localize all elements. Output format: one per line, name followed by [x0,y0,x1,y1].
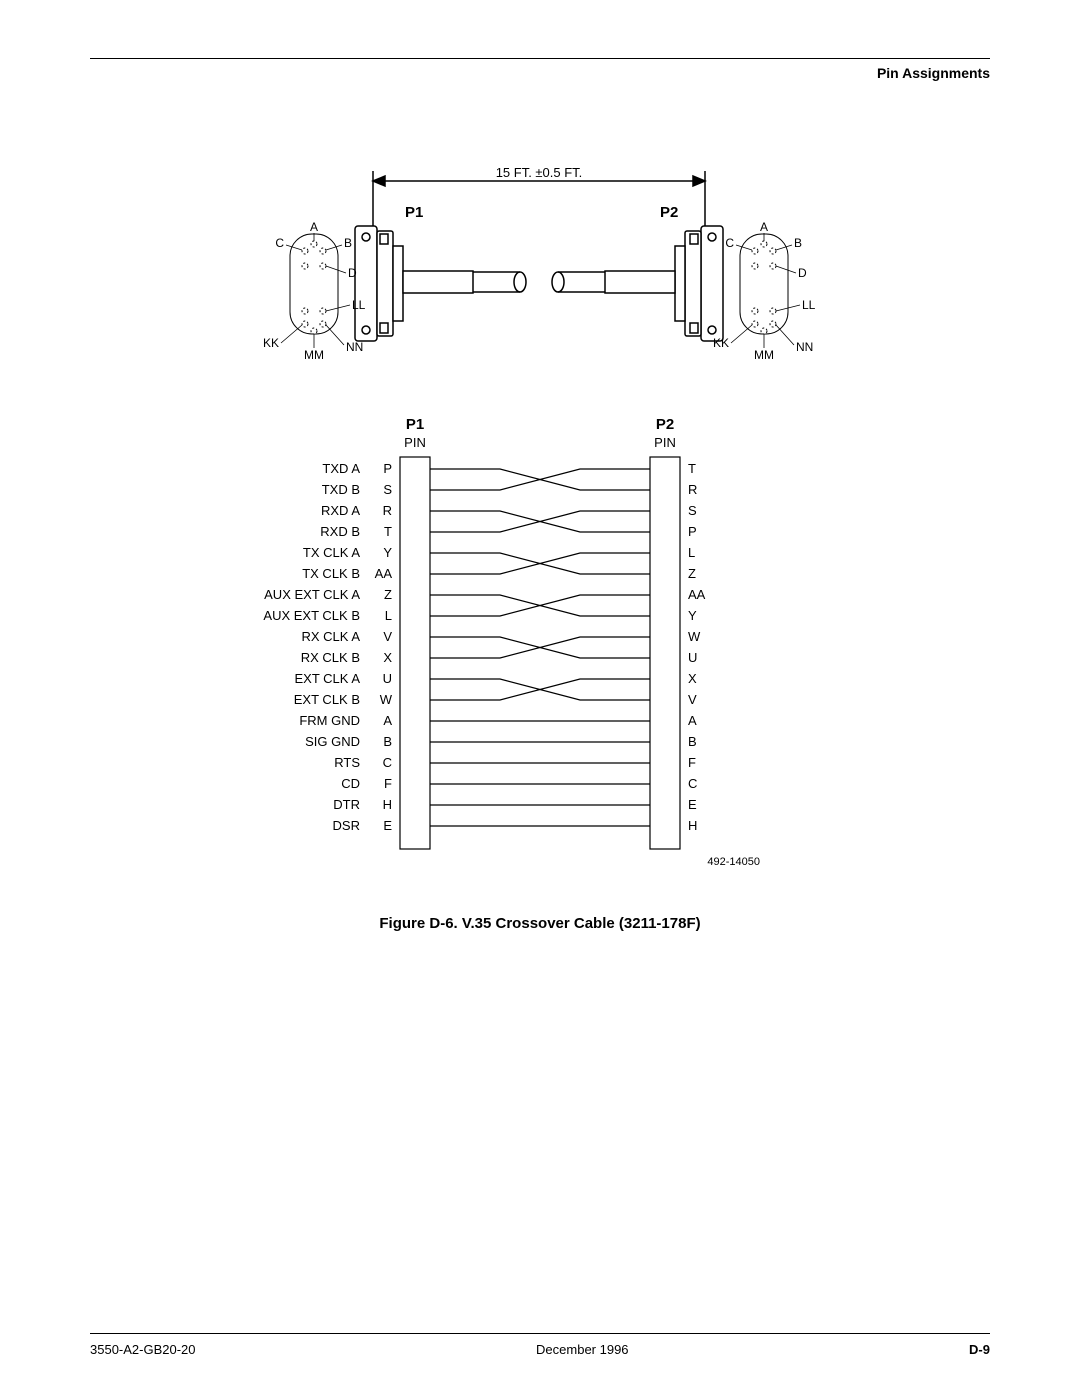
svg-text:TX CLK B: TX CLK B [302,566,360,581]
figure-caption: Figure D-6. V.35 Crossover Cable (3211-1… [90,915,990,932]
svg-text:R: R [688,482,697,497]
svg-text:H: H [383,797,392,812]
svg-text:A: A [760,220,768,234]
svg-text:C: C [275,236,284,250]
svg-text:X: X [383,650,392,665]
svg-text:D: D [798,266,807,280]
svg-text:Z: Z [384,587,392,602]
svg-text:D: D [348,266,357,280]
svg-text:Y: Y [383,545,392,560]
svg-text:Y: Y [688,608,697,623]
svg-text:KK: KK [713,336,729,350]
p1-label: P1 [405,204,423,221]
svg-text:Z: Z [688,566,696,581]
svg-text:EXT CLK B: EXT CLK B [294,692,360,707]
footer-center: December 1996 [536,1342,629,1357]
svg-text:S: S [383,482,392,497]
svg-text:SIG GND: SIG GND [305,734,360,749]
svg-text:U: U [383,671,392,686]
header-title: Pin Assignments [90,65,990,81]
svg-text:E: E [688,797,697,812]
svg-text:MM: MM [304,348,324,362]
svg-text:P2: P2 [656,416,674,433]
svg-text:TXD A: TXD A [322,461,360,476]
footer-rule [90,1333,990,1342]
svg-text:NN: NN [346,340,363,354]
svg-text:P: P [688,524,697,539]
svg-text:KK: KK [263,336,279,350]
svg-text:RXD B: RXD B [320,524,360,539]
svg-text:T: T [384,524,392,539]
svg-text:PIN: PIN [404,435,426,450]
svg-text:LL: LL [802,298,816,312]
svg-text:AA: AA [688,587,706,602]
figure-area: 15 FT. ±0.5 FT. P1 P2 [90,151,990,932]
pinout-diagram: P1P2PINPINTXD APTTXD BSRRXD ARSRXD BTPTX… [260,411,820,875]
p2-label: P2 [660,204,678,221]
svg-text:A: A [310,220,318,234]
cable-drawing: 15 FT. ±0.5 FT. P1 P2 [180,151,900,371]
svg-text:W: W [380,692,393,707]
svg-text:RTS: RTS [334,755,360,770]
svg-text:L: L [688,545,695,560]
svg-text:DTR: DTR [333,797,360,812]
svg-text:TXD B: TXD B [322,482,360,497]
svg-text:C: C [688,776,697,791]
svg-text:CD: CD [341,776,360,791]
svg-text:X: X [688,671,697,686]
pinface-p2 [740,234,788,334]
svg-text:W: W [688,629,701,644]
svg-text:F: F [384,776,392,791]
svg-text:AUX EXT CLK B: AUX EXT CLK B [263,608,360,623]
svg-text:V: V [688,692,697,707]
svg-text:RXD A: RXD A [321,503,360,518]
svg-text:H: H [688,818,697,833]
svg-text:L: L [385,608,392,623]
svg-text:NN: NN [796,340,813,354]
header-rule [90,50,990,59]
svg-text:TX CLK A: TX CLK A [303,545,360,560]
svg-text:AUX EXT CLK A: AUX EXT CLK A [264,587,360,602]
svg-text:PIN: PIN [654,435,676,450]
svg-text:U: U [688,650,697,665]
svg-text:V: V [383,629,392,644]
pinface-p1 [290,234,338,334]
svg-text:RX CLK A: RX CLK A [301,629,360,644]
length-label: 15 FT. ±0.5 FT. [496,165,583,180]
svg-text:A: A [383,713,392,728]
svg-text:R: R [383,503,392,518]
svg-text:P1: P1 [406,416,424,433]
svg-text:T: T [688,461,696,476]
svg-text:E: E [383,818,392,833]
svg-text:492-14050: 492-14050 [707,856,760,868]
svg-text:P: P [383,461,392,476]
svg-text:EXT CLK A: EXT CLK A [294,671,360,686]
svg-text:A: A [688,713,697,728]
cable-middle [473,272,605,292]
page: Pin Assignments 15 FT. ±0.5 FT. P1 P2 [0,0,1080,1397]
svg-text:C: C [725,236,734,250]
footer: 3550-A2-GB20-20 December 1996 D-9 [90,1333,990,1357]
svg-text:LL: LL [352,298,366,312]
svg-text:C: C [383,755,392,770]
svg-text:RX CLK B: RX CLK B [301,650,360,665]
svg-text:S: S [688,503,697,518]
svg-text:B: B [344,236,352,250]
connector-p1 [355,226,473,341]
footer-left: 3550-A2-GB20-20 [90,1342,196,1357]
svg-text:FRM GND: FRM GND [299,713,360,728]
svg-text:B: B [794,236,802,250]
svg-text:B: B [383,734,392,749]
svg-text:F: F [688,755,696,770]
svg-text:B: B [688,734,697,749]
footer-right: D-9 [969,1342,990,1357]
svg-text:MM: MM [754,348,774,362]
connector-p2 [605,226,723,341]
svg-text:AA: AA [375,566,393,581]
svg-text:DSR: DSR [333,818,360,833]
